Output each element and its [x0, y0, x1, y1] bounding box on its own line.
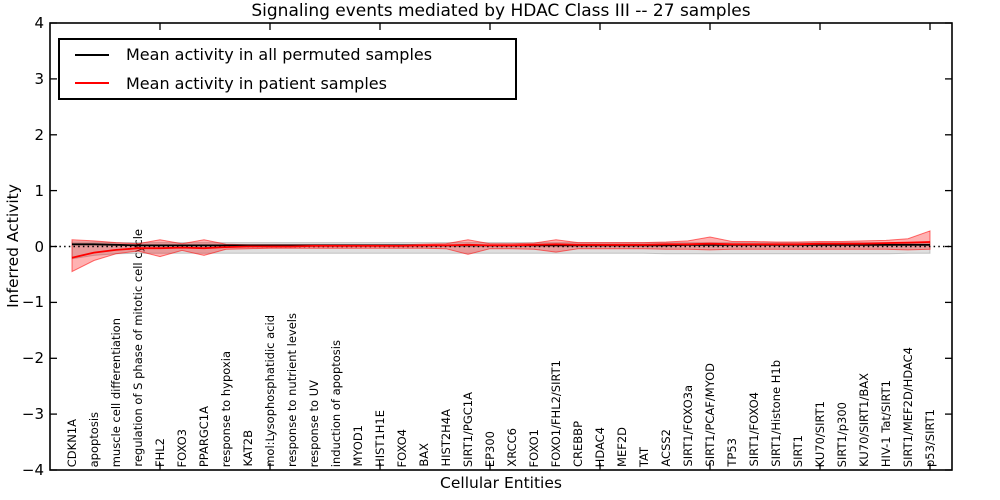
- x-category-label: TP53: [724, 438, 739, 467]
- x-category-label: induction of apoptosis: [328, 339, 343, 467]
- x-category-label: response to hypoxia: [218, 350, 233, 467]
- y-tick-label: −4: [21, 461, 44, 479]
- x-category-label: SIRT1/Histone H1b: [768, 360, 783, 467]
- x-category-label: apoptosis: [86, 411, 101, 467]
- x-category-label: SIRT1/p300: [834, 401, 849, 467]
- x-category-label: TAT: [636, 446, 651, 467]
- x-category-label: response to UV: [306, 379, 321, 467]
- x-category-label: FOXO3: [174, 428, 189, 467]
- y-tick-label: 2: [34, 125, 44, 144]
- legend-entry-permuted: Mean activity in all permuted samples: [60, 41, 515, 68]
- chart-title: Signaling events mediated by HDAC Class …: [251, 1, 751, 21]
- x-category-label: FOXO1: [526, 428, 541, 467]
- legend: Mean activity in all permuted samples Me…: [58, 38, 517, 100]
- x-category-label: FOXO4: [394, 428, 409, 467]
- x-category-label: FOXO1/FHL2/SIRT1: [548, 359, 563, 467]
- x-category-label: muscle cell differentiation: [108, 317, 123, 467]
- x-category-label: HDAC4: [592, 426, 607, 467]
- x-category-label: MYOD1: [350, 425, 365, 467]
- x-category-label: SIRT1/FOXO3a: [680, 385, 695, 467]
- legend-label-patient: Mean activity in patient samples: [126, 73, 387, 93]
- x-category-label: response to nutrient levels: [284, 313, 299, 467]
- x-category-label: KAT2B: [240, 430, 255, 467]
- x-category-label: ACSS2: [658, 429, 673, 467]
- x-category-label: SIRT1/FOXO4: [746, 392, 761, 467]
- x-category-label: regulation of S phase of mitotic cell cy…: [130, 229, 145, 467]
- y-tick-label: 4: [34, 14, 44, 32]
- x-category-label: BAX: [416, 443, 431, 467]
- x-category-label: EP300: [482, 430, 497, 467]
- x-category-label: XRCC6: [504, 428, 519, 467]
- x-category-label: HIST1H1E: [372, 410, 387, 467]
- x-category-label: CREBBP: [570, 421, 585, 467]
- x-category-label: mol:Lysophosphatidic acid: [262, 315, 277, 467]
- x-category-label: SIRT1: [790, 434, 805, 467]
- x-category-label: HIV-1 Tat/SIRT1: [878, 379, 893, 467]
- y-tick-label: 3: [34, 69, 44, 88]
- y-tick-label: −3: [21, 405, 44, 424]
- x-category-label: HIST2H4A: [438, 409, 453, 467]
- x-category-label: CDKN1A: [64, 418, 79, 467]
- legend-line-red-icon: [75, 82, 109, 85]
- x-axis-label: Cellular Entities: [440, 474, 562, 492]
- x-category-label: SIRT1/MEF2D/HDAC4: [900, 346, 915, 467]
- x-category-label: p53/SIRT1: [922, 409, 937, 467]
- y-tick-label: −2: [21, 349, 44, 368]
- x-category-label: PPARGC1A: [196, 405, 211, 467]
- y-tick-label: 0: [34, 237, 44, 256]
- y-tick-label: −1: [21, 293, 44, 312]
- legend-line-black-icon: [75, 53, 109, 56]
- legend-entry-patient: Mean activity in patient samples: [60, 70, 515, 97]
- x-category-label: MEF2D: [614, 427, 629, 467]
- x-category-label: SIRT1/PGC1A: [460, 391, 475, 467]
- x-category-label: SIRT1/PCAF/MYOD: [702, 363, 717, 467]
- y-tick-label: 1: [34, 181, 44, 200]
- x-category-label: KU70/SIRT1: [812, 400, 827, 467]
- x-category-label: KU70/SIRT1/BAX: [856, 373, 871, 467]
- x-category-label: FHL2: [152, 438, 167, 467]
- legend-label-permuted: Mean activity in all permuted samples: [126, 45, 433, 65]
